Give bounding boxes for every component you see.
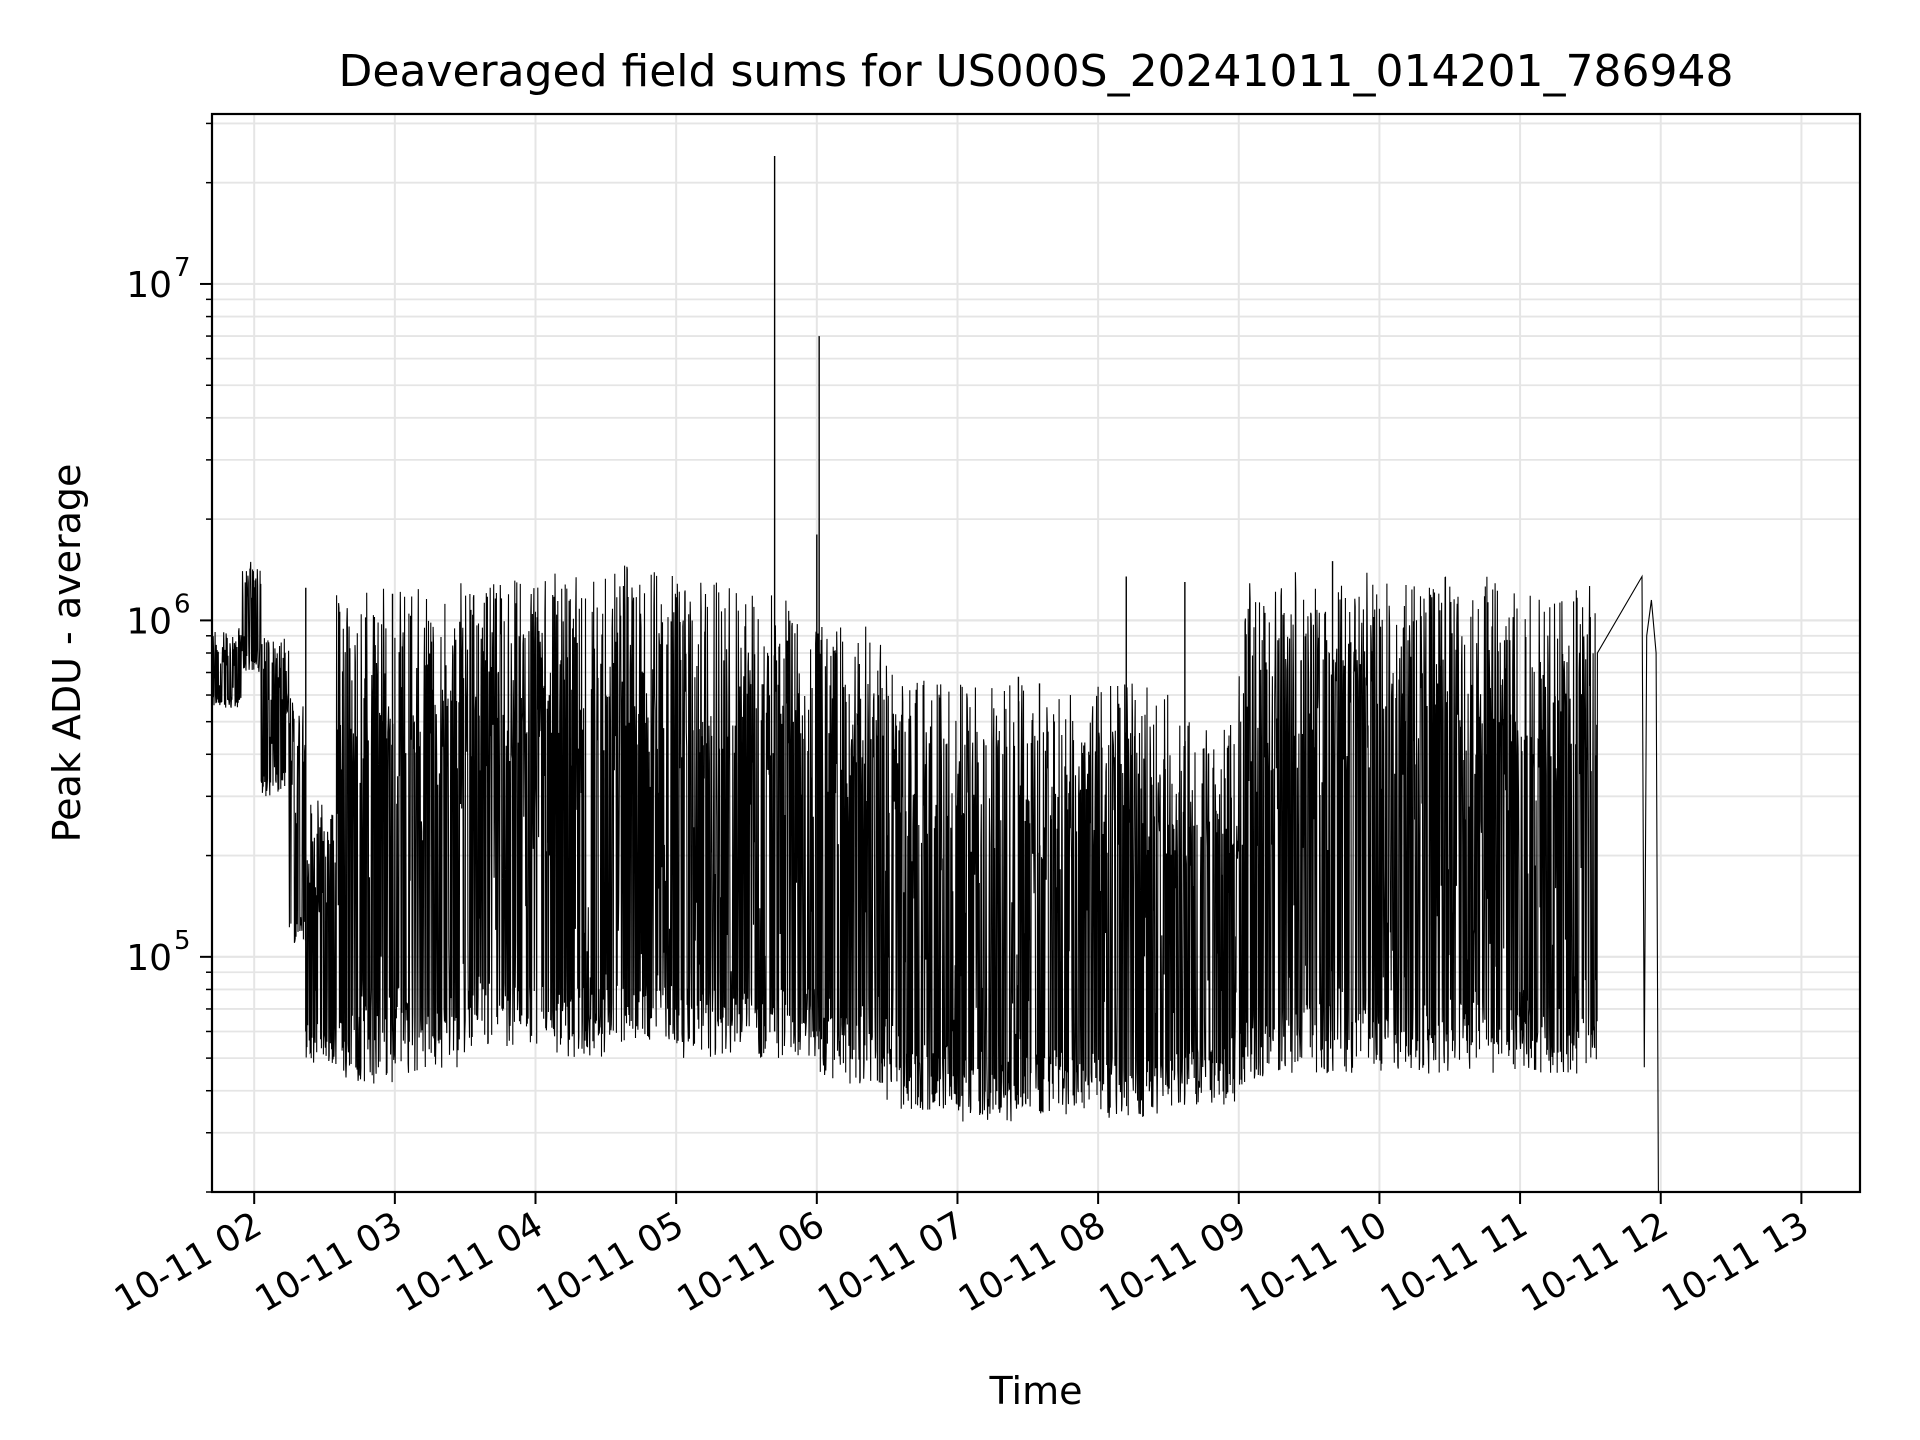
- y-axis-label: Peak ADU - average: [45, 464, 89, 843]
- y-tick-label: 10: [126, 938, 172, 979]
- y-tick-label-base: 10: [126, 601, 172, 642]
- y-tick-label: 10: [126, 601, 172, 642]
- y-tick-label-base: 10: [126, 265, 172, 306]
- y-tick-label: 10: [126, 265, 172, 306]
- data-series: [211, 156, 1659, 1193]
- y-tick-label-exponent: 6: [174, 589, 191, 619]
- y-tick-label-exponent: 5: [174, 926, 191, 956]
- x-axis-label: Time: [989, 1369, 1083, 1413]
- series-line: [211, 561, 1659, 1193]
- y-tick-label-exponent: 7: [174, 253, 191, 283]
- chart-title: Deaveraged field sums for US000S_2024101…: [339, 46, 1734, 97]
- y-tick-label-base: 10: [126, 938, 172, 979]
